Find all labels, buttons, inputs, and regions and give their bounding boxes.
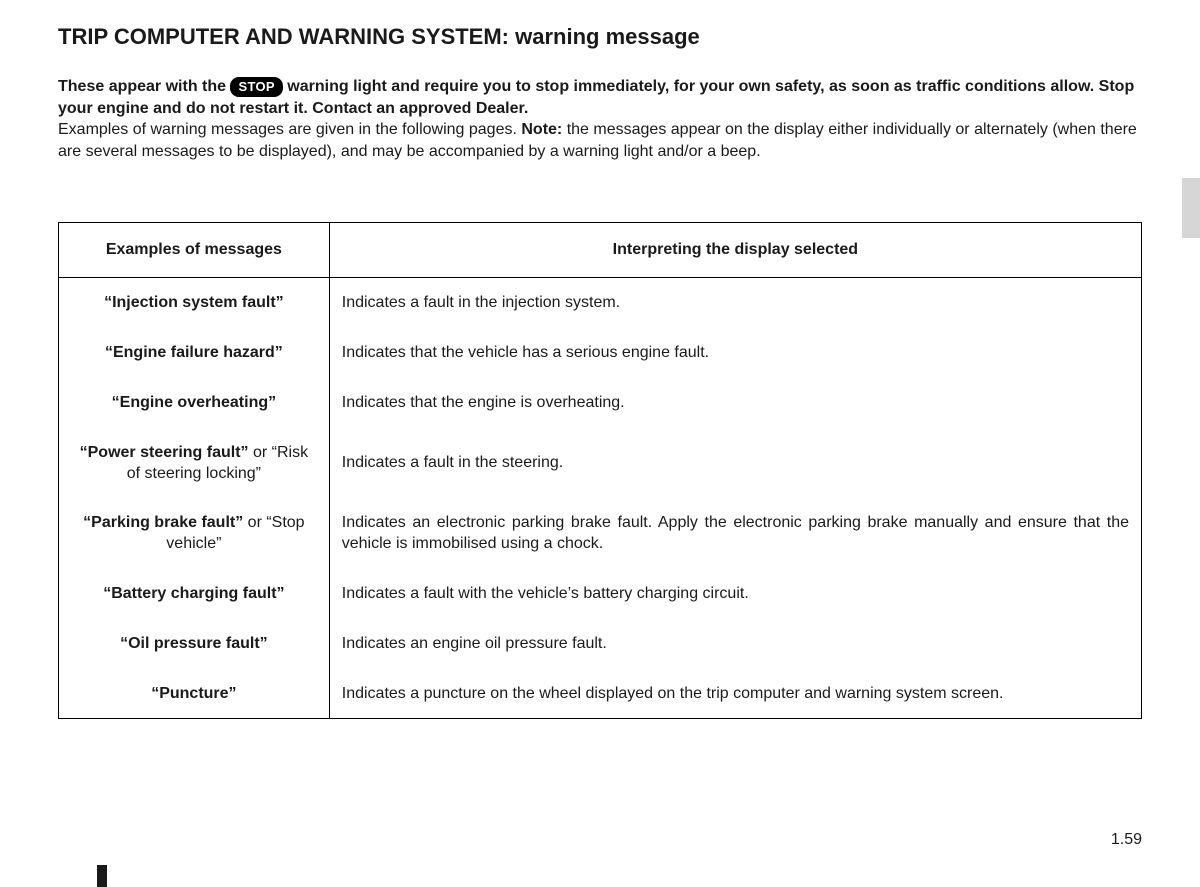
message-name-bold: “Oil pressure fault” <box>120 635 268 652</box>
table-header-interpret: Interpreting the display selected <box>329 223 1141 278</box>
message-example-cell: “Injection system fault” <box>59 278 330 328</box>
message-example-cell: “Puncture” <box>59 669 330 719</box>
message-name-bold: “Power steering fault” <box>80 444 249 461</box>
message-example-cell: “Battery charging fault” <box>59 569 330 619</box>
message-name-bold: “Engine failure hazard” <box>105 344 283 361</box>
table-row: “Power steering fault” or “Risk of steer… <box>59 428 1142 499</box>
message-interpretation-cell: Indicates a fault in the steering. <box>329 428 1141 499</box>
message-interpretation-cell: Indicates an electronic parking brake fa… <box>329 498 1141 569</box>
page-tab-right <box>1182 178 1200 238</box>
stop-badge: STOP <box>230 77 282 97</box>
table-row: “Parking brake fault” or “Stop vehicle”I… <box>59 498 1142 569</box>
table-row: “Oil pressure fault” Indicates an engine … <box>59 619 1142 669</box>
message-interpretation-cell: Indicates a fault in the injection syste… <box>329 278 1141 328</box>
table-row: “Injection system fault” Indicates a faul… <box>59 278 1142 328</box>
table-row: “Battery charging fault” Indicates a faul… <box>59 569 1142 619</box>
message-example-cell: “Engine overheating” <box>59 378 330 428</box>
intro-bold-before: These appear with the <box>58 78 230 95</box>
message-interpretation-cell: Indicates a puncture on the wheel displa… <box>329 669 1141 719</box>
message-example-cell: “Power steering fault” or “Risk of steer… <box>59 428 330 499</box>
intro-paragraph: These appear with the STOP warning light… <box>58 76 1142 162</box>
message-interpretation-cell: Indicates that the engine is overheating… <box>329 378 1141 428</box>
message-example-cell: “Engine failure hazard” <box>59 328 330 378</box>
message-example-cell: “Parking brake fault” or “Stop vehicle” <box>59 498 330 569</box>
intro-note-label: Note: <box>521 121 562 138</box>
message-name-bold: “Battery charging fault” <box>103 585 284 602</box>
page-title: TRIP COMPUTER AND WARNING SYSTEM: warnin… <box>58 24 1142 50</box>
message-name-bold: “Puncture” <box>151 685 236 702</box>
page-tab-bottom <box>97 865 107 887</box>
table-header-examples: Examples of messages <box>59 223 330 278</box>
message-name-bold: “Engine overheating” <box>112 394 276 411</box>
message-name-bold: “Injection system fault” <box>104 294 284 311</box>
table-row: “Puncture” Indicates a puncture on the wh… <box>59 669 1142 719</box>
message-interpretation-cell: Indicates an engine oil pressure fault. <box>329 619 1141 669</box>
page-number: 1.59 <box>1111 831 1142 849</box>
table-row: “Engine failure hazard” Indicates that th… <box>59 328 1142 378</box>
message-interpretation-cell: Indicates that the vehicle has a serious… <box>329 328 1141 378</box>
table-row: “Engine overheating” Indicates that the e… <box>59 378 1142 428</box>
intro-plain-before-note: Examples of warning messages are given i… <box>58 121 521 138</box>
message-interpretation-cell: Indicates a fault with the vehicle’s bat… <box>329 569 1141 619</box>
message-name-bold: “Parking brake fault” <box>83 514 243 531</box>
message-example-cell: “Oil pressure fault” <box>59 619 330 669</box>
warning-messages-table: Examples of messages Interpreting the di… <box>58 222 1142 719</box>
